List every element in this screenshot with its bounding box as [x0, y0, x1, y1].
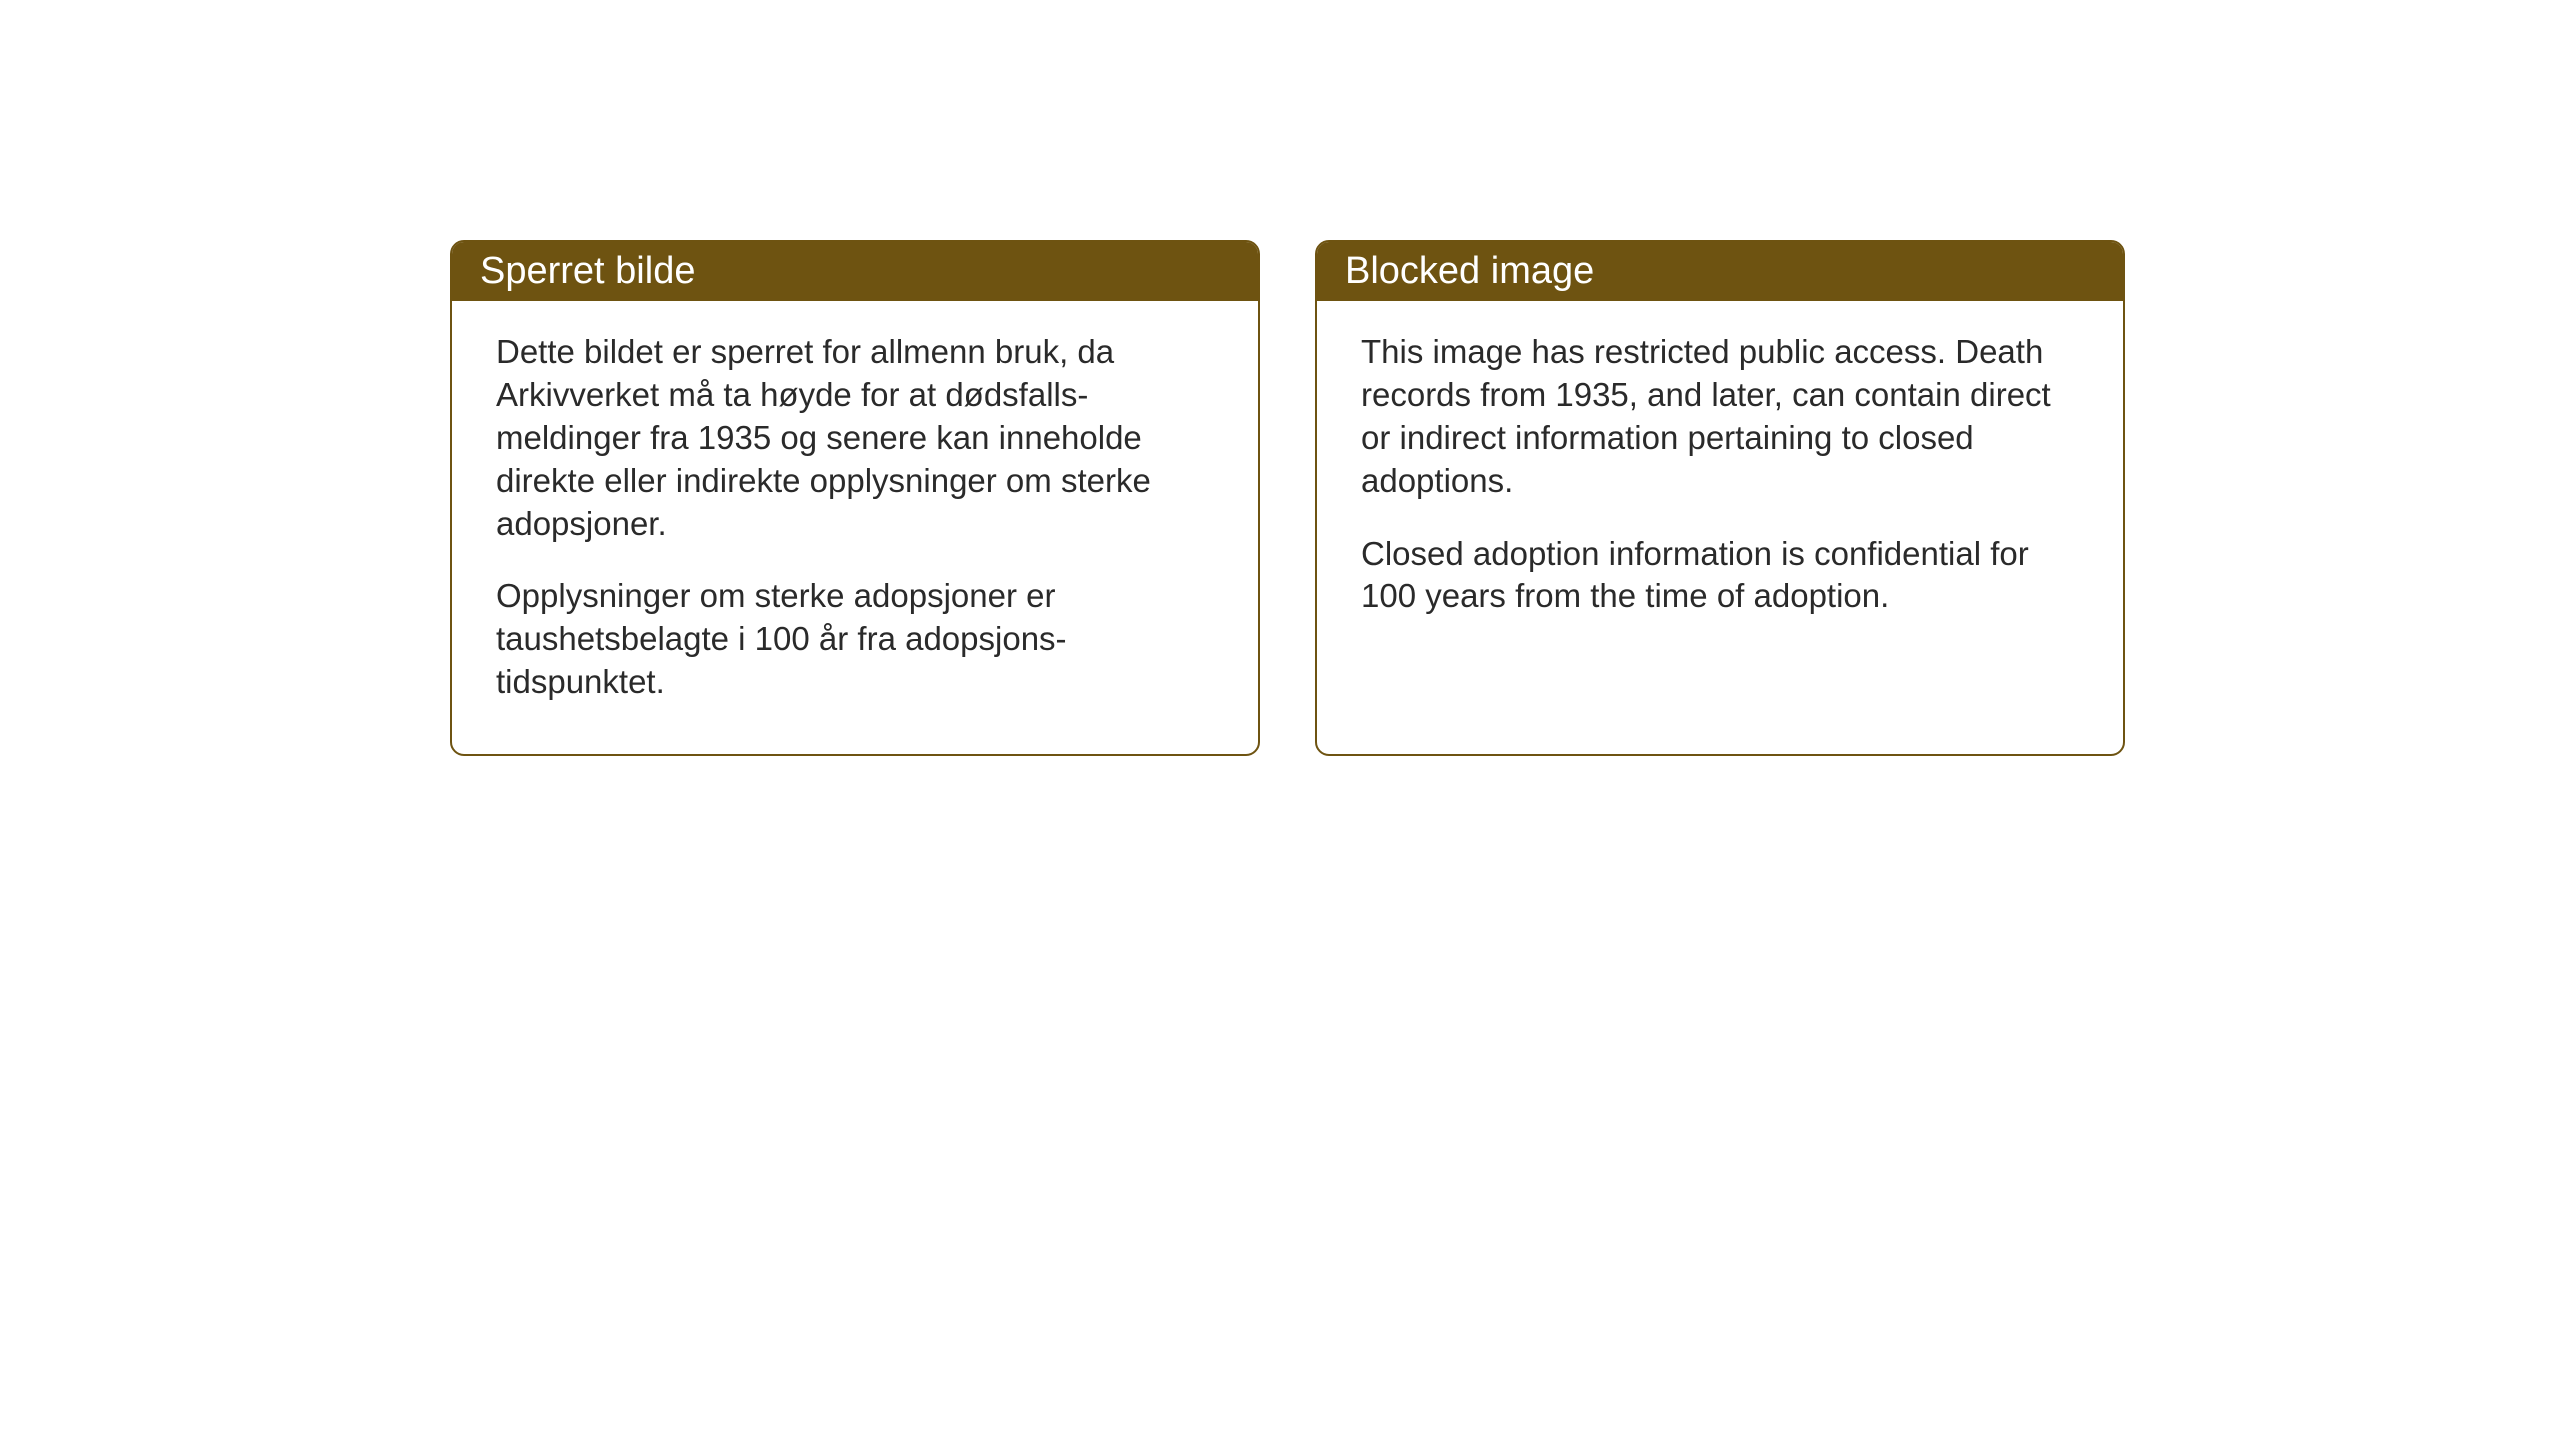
notice-card-norwegian: Sperret bilde Dette bildet er sperret fo… — [450, 240, 1260, 756]
card-body-norwegian: Dette bildet er sperret for allmenn bruk… — [452, 301, 1258, 754]
paragraph-2-english: Closed adoption information is confident… — [1361, 533, 2079, 619]
paragraph-2-norwegian: Opplysninger om sterke adopsjoner er tau… — [496, 575, 1214, 704]
card-title-english: Blocked image — [1317, 242, 2123, 301]
paragraph-1-english: This image has restricted public access.… — [1361, 331, 2079, 503]
card-body-english: This image has restricted public access.… — [1317, 301, 2123, 741]
notice-cards-container: Sperret bilde Dette bildet er sperret fo… — [450, 240, 2125, 756]
paragraph-1-norwegian: Dette bildet er sperret for allmenn bruk… — [496, 331, 1214, 545]
card-title-norwegian: Sperret bilde — [452, 242, 1258, 301]
notice-card-english: Blocked image This image has restricted … — [1315, 240, 2125, 756]
